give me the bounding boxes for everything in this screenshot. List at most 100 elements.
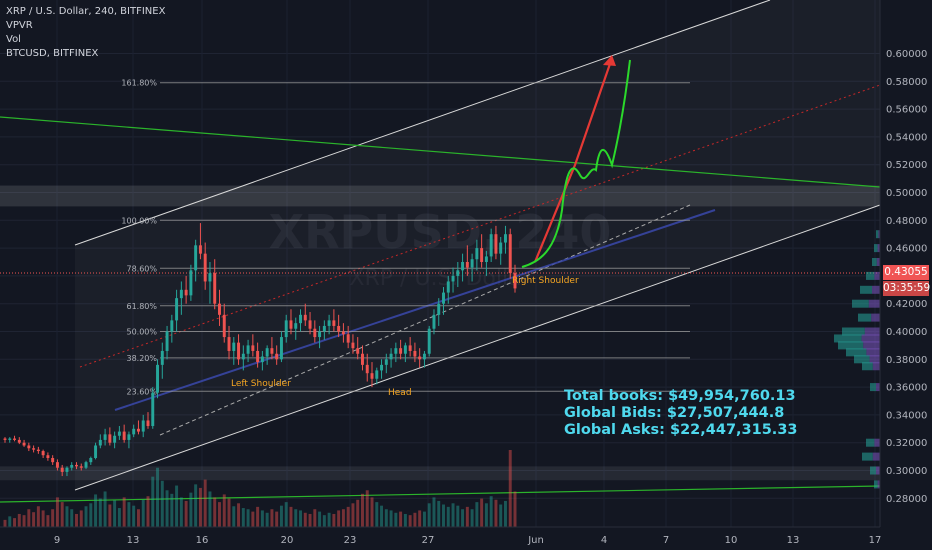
- volume-bar: [55, 497, 59, 527]
- candle-body: [394, 348, 398, 354]
- volume-bar: [394, 512, 398, 527]
- vpvr-up-bar: [866, 438, 875, 447]
- candle-body: [275, 353, 279, 360]
- candle-body: [8, 438, 12, 440]
- vpvr-up-bar: [838, 341, 864, 350]
- candle-body: [113, 435, 117, 443]
- time-tick-label: 10: [725, 535, 738, 546]
- candle-body: [427, 328, 431, 354]
- support-zone: [0, 466, 880, 481]
- candle-body: [351, 342, 355, 349]
- candle-body: [256, 350, 260, 363]
- green-down-trend: [0, 116, 881, 188]
- candle-body: [356, 348, 360, 354]
- time-tick-label: 13: [787, 535, 800, 546]
- candle-body: [489, 234, 493, 257]
- candle-body: [222, 314, 226, 338]
- vpvr-up-bar: [874, 480, 878, 489]
- green-base-trend: [0, 485, 881, 503]
- vpvr-up-bar: [858, 313, 872, 322]
- candle-body: [494, 234, 498, 254]
- zones-layer: [0, 185, 880, 481]
- candle-body: [160, 350, 164, 365]
- volume-bar: [227, 498, 231, 527]
- volume-bar: [13, 518, 17, 527]
- price-tick-label: 0.56000: [886, 105, 927, 116]
- candle-body: [170, 320, 174, 332]
- fib-level-label: 100.00%: [121, 216, 157, 225]
- red-dotted-trend: [79, 84, 881, 368]
- candle-body: [46, 455, 50, 458]
- candle-body: [484, 256, 488, 262]
- vpvr-up-bar: [860, 285, 872, 294]
- candle-body: [303, 314, 307, 321]
- candle-body: [318, 331, 322, 338]
- candle-body: [108, 434, 112, 443]
- vpvr-up-bar: [870, 466, 876, 475]
- candle-body: [265, 348, 269, 357]
- volume-bar: [389, 510, 393, 527]
- volume-bar: [189, 492, 193, 527]
- candle-body: [75, 464, 78, 467]
- price-tick-label: 0.48000: [886, 216, 927, 227]
- candle-body: [41, 451, 45, 456]
- books-summary: Total books: $49,954,760.13 Global Bids:…: [564, 388, 798, 439]
- volume-bar: [46, 515, 50, 527]
- volume-bar: [289, 506, 293, 527]
- volume-bar: [284, 502, 288, 527]
- volume-bar: [275, 511, 279, 527]
- vpvr-down-bar: [866, 348, 880, 357]
- fib-level-label: 161.80%: [121, 79, 157, 88]
- volume-bar: [246, 509, 250, 527]
- candle-body: [508, 234, 512, 274]
- time-tick-label: 9: [54, 535, 60, 546]
- fib-level-label: 38.20%: [126, 354, 157, 363]
- vpvr-up-bar: [874, 244, 878, 253]
- volume-bar: [279, 505, 283, 527]
- price-tick-label: 0.54000: [886, 132, 927, 143]
- volume-bar: [413, 512, 417, 527]
- candle-body: [384, 359, 388, 365]
- legend-volume[interactable]: Vol: [6, 34, 21, 45]
- annotations-layer: Left Shoulder Head Right Shoulder: [231, 276, 579, 398]
- candle-body: [456, 270, 460, 276]
- time-tick-label: 13: [127, 535, 140, 546]
- candle-body: [360, 353, 364, 365]
- vpvr-down-bar: [871, 313, 880, 322]
- volume-bar: [51, 509, 55, 527]
- legend-vpvr[interactable]: VPVR: [6, 20, 33, 31]
- volume-bar: [351, 503, 355, 527]
- volume-bar: [432, 497, 436, 527]
- vpvr-down-bar: [876, 383, 880, 392]
- time-axis-bg: [0, 527, 932, 550]
- candle-body: [156, 364, 160, 393]
- volume-bar: [160, 480, 164, 527]
- volume-bar: [146, 496, 150, 527]
- candle-body: [13, 438, 17, 440]
- volume-bar: [117, 508, 121, 527]
- volume-bar: [41, 510, 45, 527]
- volume-bar: [84, 506, 88, 527]
- time-axis[interactable]: 9 13 16 20 23 27 Jun 4 7 10 13 17: [0, 526, 932, 550]
- volume-bar: [294, 509, 298, 527]
- volume-bar: [346, 506, 350, 527]
- legend-symbol[interactable]: XRP / U.S. Dollar, 240, BITFINEX: [6, 6, 166, 17]
- volume-bar: [451, 503, 455, 527]
- time-tick-label: 7: [663, 535, 669, 546]
- volume-bar: [222, 494, 226, 527]
- volume-bar: [265, 512, 269, 527]
- volume-bar: [79, 510, 83, 527]
- vpvr-up-bar: [862, 362, 873, 371]
- volume-bar: [318, 511, 322, 527]
- current-price-tag: 0.43055: [883, 265, 929, 280]
- vpvr-down-bar: [876, 258, 880, 266]
- vpvr-down-bar: [863, 341, 880, 350]
- legend-compare[interactable]: BTCUSD, BITFINEX: [6, 48, 99, 59]
- volume-bar: [32, 512, 36, 527]
- volume-bar: [356, 499, 360, 527]
- channel-mid-dashed: [159, 204, 691, 436]
- volume-bar: [251, 511, 255, 527]
- price-tick-label: 0.32000: [886, 438, 927, 449]
